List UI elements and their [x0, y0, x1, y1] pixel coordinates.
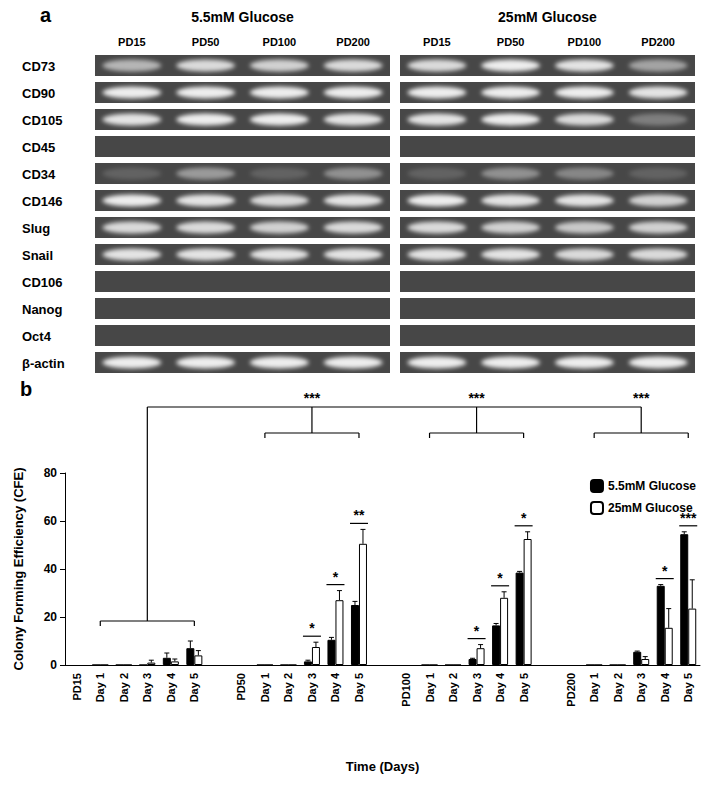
svg-text:CD106: CD106	[22, 275, 62, 290]
svg-text:Nanog: Nanog	[22, 302, 63, 317]
svg-text:***: ***	[468, 390, 485, 406]
svg-text:25mM Glucose: 25mM Glucose	[608, 501, 693, 515]
svg-text:20: 20	[44, 610, 58, 624]
svg-text:CD146: CD146	[22, 194, 62, 209]
svg-text:Day 4: Day 4	[329, 672, 341, 702]
svg-text:CD105: CD105	[22, 113, 62, 128]
svg-text:Day 2: Day 2	[118, 673, 130, 702]
svg-text:*: *	[333, 569, 339, 585]
svg-text:PD100: PD100	[263, 36, 297, 48]
svg-text:CD90: CD90	[22, 86, 55, 101]
svg-text:80: 80	[44, 466, 58, 480]
svg-text:PD100: PD100	[568, 36, 602, 48]
svg-text:Day 4: Day 4	[165, 672, 177, 702]
svg-text:***: ***	[680, 510, 697, 526]
svg-text:Day 5: Day 5	[682, 673, 694, 702]
svg-text:Day 1: Day 1	[424, 673, 436, 702]
svg-text:PD15: PD15	[71, 673, 83, 701]
svg-text:*: *	[474, 623, 480, 639]
svg-text:Snail: Snail	[22, 248, 53, 263]
svg-text:***: ***	[304, 390, 321, 406]
svg-text:PD15: PD15	[118, 36, 146, 48]
svg-text:Day 3: Day 3	[471, 673, 483, 702]
svg-text:**: **	[354, 507, 365, 523]
svg-text:Day 2: Day 2	[447, 673, 459, 702]
svg-text:0: 0	[50, 658, 57, 672]
svg-text:5.5mM Glucose: 5.5mM Glucose	[191, 9, 294, 25]
svg-text:Day 5: Day 5	[518, 673, 530, 702]
svg-text:Day 3: Day 3	[141, 673, 153, 702]
svg-text:Day 4: Day 4	[494, 672, 506, 702]
svg-text:PD50: PD50	[192, 36, 220, 48]
svg-text:PD50: PD50	[497, 36, 525, 48]
svg-text:Slug: Slug	[22, 221, 50, 236]
svg-text:Day 5: Day 5	[353, 673, 365, 702]
svg-text:a: a	[40, 4, 52, 26]
svg-text:Day 3: Day 3	[635, 673, 647, 702]
svg-text:Day 5: Day 5	[188, 673, 200, 702]
svg-text:60: 60	[44, 514, 58, 528]
svg-text:CD73: CD73	[22, 59, 55, 74]
svg-text:*: *	[521, 510, 527, 526]
svg-text:25mM Glucose: 25mM Glucose	[498, 9, 597, 25]
svg-text:PD200: PD200	[336, 36, 370, 48]
svg-text:Day 1: Day 1	[94, 673, 106, 702]
svg-text:PD200: PD200	[565, 673, 577, 707]
svg-text:Day 2: Day 2	[282, 673, 294, 702]
svg-text:Colony Forming Efficiency (CFE: Colony Forming Efficiency (CFE)	[11, 468, 26, 671]
svg-text:*: *	[309, 620, 315, 636]
svg-text:Oct4: Oct4	[22, 329, 52, 344]
svg-text:5.5mM Glucose: 5.5mM Glucose	[608, 479, 696, 493]
svg-text:β-actin: β-actin	[22, 356, 65, 371]
svg-text:Day 3: Day 3	[306, 673, 318, 702]
svg-text:CD45: CD45	[22, 140, 55, 155]
svg-text:*: *	[662, 563, 668, 579]
svg-text:***: ***	[633, 390, 650, 406]
svg-text:Day 1: Day 1	[259, 673, 271, 702]
svg-text:PD100: PD100	[400, 673, 412, 707]
svg-text:Time (Days): Time (Days)	[346, 759, 419, 774]
svg-text:PD15: PD15	[423, 36, 451, 48]
svg-text:CD34: CD34	[22, 167, 56, 182]
svg-text:PD50: PD50	[235, 673, 247, 701]
svg-text:*: *	[497, 570, 503, 586]
svg-text:PD200: PD200	[641, 36, 675, 48]
svg-text:b: b	[20, 378, 32, 400]
svg-text:Day 2: Day 2	[612, 673, 624, 702]
svg-text:Day 1: Day 1	[588, 673, 600, 702]
svg-text:40: 40	[44, 562, 58, 576]
svg-text:Day 4: Day 4	[659, 672, 671, 702]
